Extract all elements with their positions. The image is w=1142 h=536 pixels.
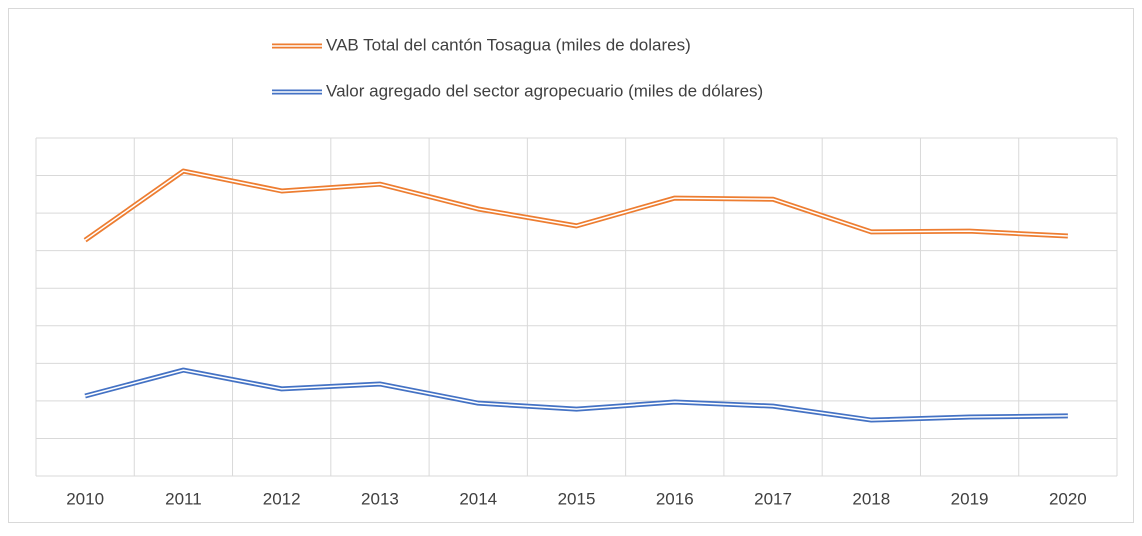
x-tick-label: 2010: [66, 489, 104, 508]
x-tick-label: 2019: [951, 489, 989, 508]
x-tick-label: 2013: [361, 489, 399, 508]
x-tick-label: 2016: [656, 489, 694, 508]
x-tick-label: 2012: [263, 489, 301, 508]
x-tick-label: 2011: [165, 489, 202, 508]
x-tick-label: 2018: [852, 489, 890, 508]
series-line-highlight: [84, 369, 1068, 421]
x-tick-label: 2017: [754, 489, 792, 508]
series-line-highlight: [84, 170, 1068, 241]
legend-label: VAB Total del cantón Tosagua (miles de d…: [326, 35, 691, 54]
x-tick-label: 2014: [459, 489, 497, 508]
x-tick-label: 2015: [558, 489, 596, 508]
chart-border: [8, 8, 1134, 523]
x-tick-label: 2020: [1049, 489, 1087, 508]
legend-label: Valor agregado del sector agropecuario (…: [326, 81, 763, 100]
